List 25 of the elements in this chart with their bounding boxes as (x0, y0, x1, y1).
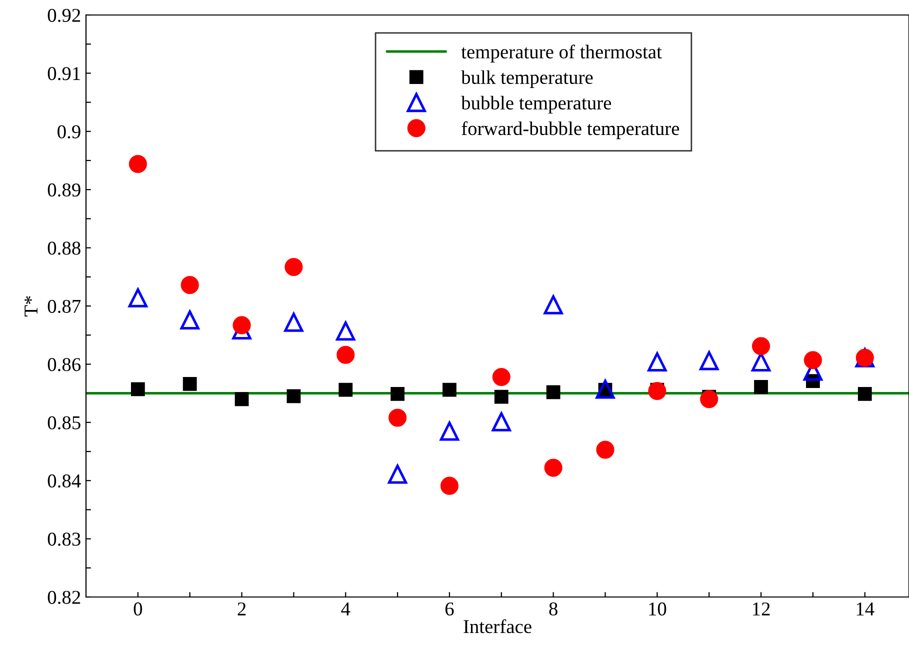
x-tick-label: 10 (649, 602, 666, 616)
legend-label: bulk temperature (461, 70, 593, 88)
y-tick-label: 0.88 (48, 242, 80, 255)
y-tick-label: 0.82 (48, 590, 80, 604)
x-tick-label: 2 (238, 602, 246, 616)
y-tick-label: 0.92 (48, 8, 80, 22)
x-tick-label: 4 (341, 602, 350, 616)
y-axis-title: T* (24, 296, 38, 316)
x-tick-label: 14 (856, 602, 874, 616)
y-tick-label: 0.87 (48, 300, 81, 314)
y-tick-label: 0.91 (48, 67, 80, 80)
legend-label: temperature of thermostat (461, 44, 662, 62)
x-tick-label: 12 (753, 602, 770, 616)
x-tick-label: 6 (445, 602, 454, 616)
y-tick-label: 0.83 (48, 532, 80, 546)
legend-label: bubble temperature (461, 96, 612, 114)
y-tick-label: 0.84 (48, 474, 81, 488)
x-tick-label: 8 (549, 602, 558, 616)
y-tick-label: 0.9 (58, 125, 80, 138)
y-tick-label: 0.85 (48, 416, 80, 430)
x-axis-title: Interface (464, 619, 532, 634)
y-tick-label: 0.86 (48, 358, 81, 372)
legend-label: forward-bubble temperature (462, 121, 680, 140)
x-tick-label: 0 (134, 602, 142, 616)
y-tick-label: 0.89 (48, 183, 80, 197)
